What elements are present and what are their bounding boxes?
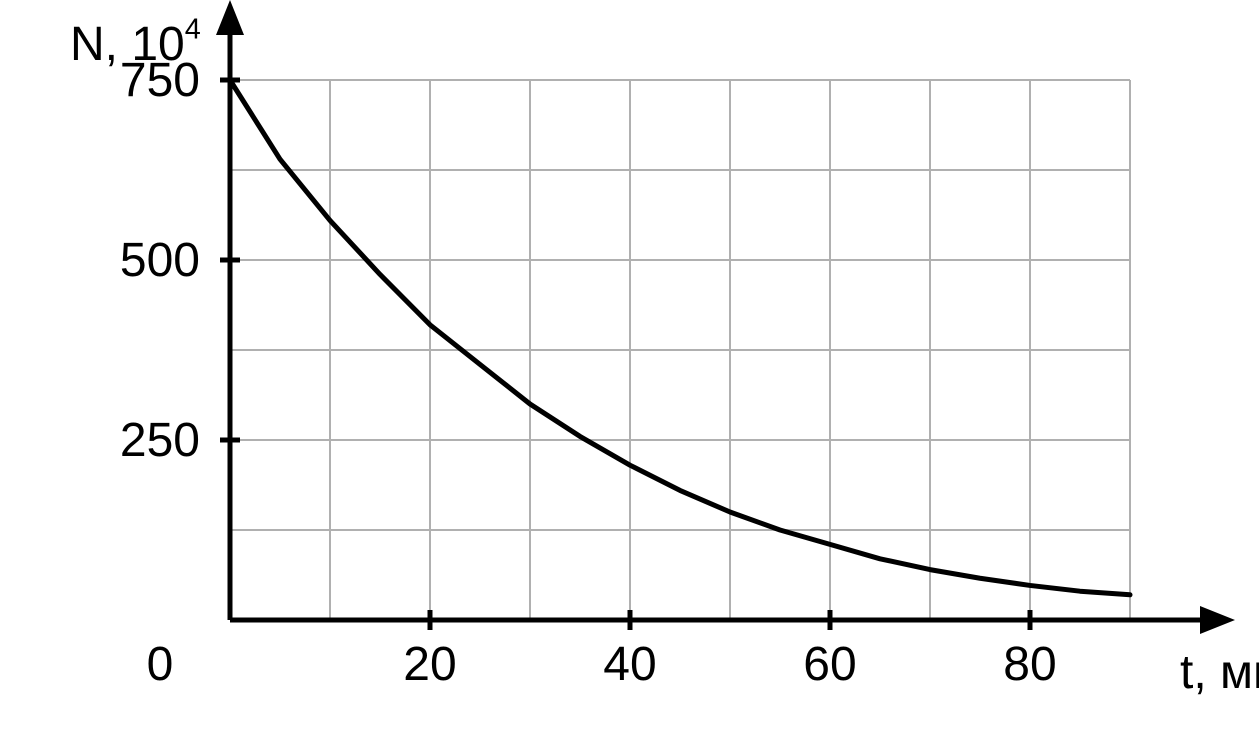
x-tick-label: 60 — [803, 638, 856, 691]
x-tick-label: 40 — [603, 638, 656, 691]
y-tick-label: 250 — [120, 414, 200, 467]
x-axis-label: t, мин — [1180, 646, 1259, 699]
x-tick-label: 80 — [1003, 638, 1056, 691]
chart-container: 020406080250500750N, 104t, мин — [0, 0, 1259, 736]
y-tick-label: 500 — [120, 234, 200, 287]
x-tick-label: 20 — [403, 638, 456, 691]
x-tick-label: 0 — [147, 638, 174, 691]
y-axis-label: N, 104 — [70, 13, 201, 71]
decay-chart: 020406080250500750N, 104t, мин — [0, 0, 1259, 736]
